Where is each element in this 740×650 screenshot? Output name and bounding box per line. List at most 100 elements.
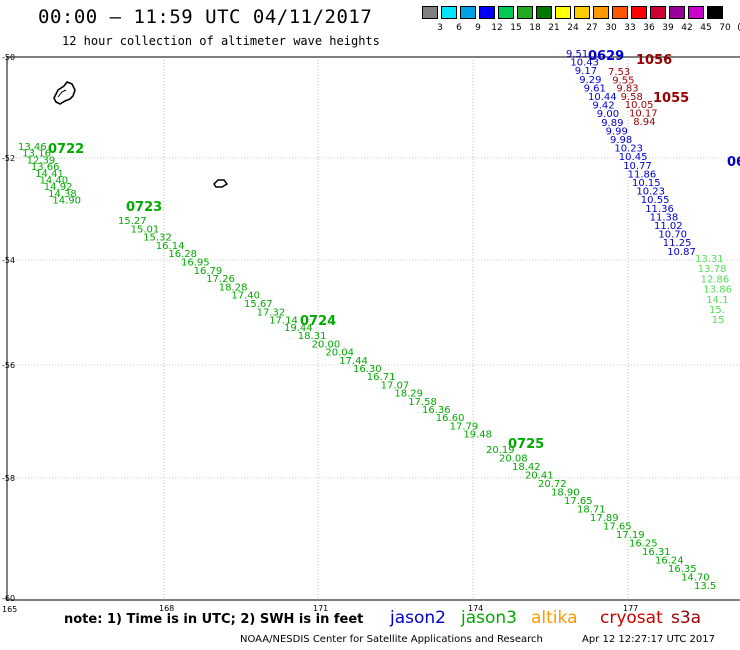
wave-height-value: 17.14 — [269, 316, 298, 327]
wave-height-value: 10.87 — [667, 247, 696, 258]
wave-height-value: 20.72 — [538, 479, 567, 490]
color-swatch — [498, 6, 514, 19]
wave-height-value: 17.07 — [381, 380, 410, 391]
wave-height-value: 13.5 — [694, 581, 716, 592]
color-swatch — [460, 6, 476, 19]
lon-tick-label: 165 — [2, 605, 17, 614]
wave-height-value: 13.46 — [18, 142, 47, 153]
wave-height-value: 10.15 — [632, 178, 661, 189]
wave-height-value: 10.77 — [623, 161, 652, 172]
island-auckland-icon — [53, 81, 76, 105]
wave-height-value: 17.65 — [564, 496, 593, 507]
wave-height-value: 17.65 — [603, 522, 632, 533]
color-scale-label: 3 — [437, 23, 443, 33]
color-scale-label: 30 — [605, 23, 617, 33]
wave-height-value: 17.79 — [450, 421, 479, 432]
wave-height-value: 9.89 — [601, 118, 623, 129]
wave-height-value: 13.16 — [22, 149, 51, 160]
wave-height-value: 12.86 — [701, 274, 730, 285]
track-time-label: 0629 — [588, 49, 624, 64]
lat-tick-label: -52 — [2, 154, 15, 163]
mission-altika: altika — [531, 608, 578, 628]
mission-cryosat: cryosat — [600, 608, 663, 628]
color-scale-label: 12 — [491, 23, 503, 33]
wave-height-value: 11.86 — [628, 169, 657, 180]
wave-height-value: 20.00 — [312, 339, 341, 350]
wave-height-value: 11.02 — [654, 221, 683, 232]
mission-jason3: jason3 — [461, 608, 517, 628]
wave-height-value: 16.36 — [422, 405, 451, 416]
color-swatch — [688, 6, 704, 19]
wave-height-value: 15.32 — [143, 233, 172, 244]
wave-height-value: 9.17 — [575, 66, 597, 77]
wave-height-value: 15.67 — [244, 299, 273, 310]
island-campbell-icon — [213, 179, 229, 188]
lon-tick-label: 174 — [468, 604, 483, 613]
color-scale-label: 6 — [456, 23, 462, 33]
wave-height-value: 16.14 — [156, 241, 185, 252]
color-scale-label: 70 — [719, 23, 731, 33]
wave-height-value: 11.36 — [645, 204, 674, 215]
color-swatch — [441, 6, 457, 19]
wave-height-value: 15.01 — [131, 224, 160, 235]
wave-height-value: 9.99 — [606, 126, 628, 137]
wave-height-value: 18.71 — [577, 505, 606, 516]
wave-height-value: 14.90 — [52, 196, 81, 207]
wave-height-value: 9.61 — [584, 83, 606, 94]
wave-height-value: 7.53 — [608, 67, 630, 78]
color-scale-label: 27 — [586, 23, 598, 33]
wave-height-value: 9.55 — [612, 75, 634, 86]
wave-height-value: 13.31 — [695, 254, 724, 265]
color-scale-label: 39 — [662, 23, 674, 33]
wave-height-value: 14.38 — [48, 189, 77, 200]
wave-height-value: 10.23 — [636, 187, 665, 198]
wave-height-value: 16.28 — [168, 249, 197, 260]
wave-height-value: 20.41 — [525, 471, 554, 482]
track-0725: 072520.1920.0818.4220.4120.7218.9017.651… — [486, 437, 716, 592]
wave-height-value: 18.31 — [298, 331, 327, 342]
wave-height-value: 9.51 — [566, 49, 588, 60]
wave-height-value: 14.92 — [44, 182, 73, 193]
track-0629: 06299.5110.439.179.299.6110.449.429.009.… — [566, 49, 696, 258]
wave-height-value: 16.25 — [629, 539, 658, 550]
wave-height-value: 10.05 — [625, 100, 654, 111]
wave-height-value: 16.71 — [367, 372, 396, 383]
axis-ticks: 165 168 171 174 177 -50 -52 -54 -56 -58 -60 — [2, 53, 638, 614]
track-time-label: 1056 — [636, 53, 672, 68]
wave-height-value: 15 — [712, 315, 725, 326]
color-swatch — [479, 6, 495, 19]
track-time-label: 0722 — [48, 142, 84, 157]
wave-height-value: 14.40 — [40, 176, 69, 187]
lat-tick-label: -50 — [2, 53, 15, 62]
track-time-label: 1055 — [653, 91, 689, 106]
wave-height-value: 15. — [709, 305, 725, 316]
color-swatch — [631, 6, 647, 19]
wave-height-value: 10.43 — [570, 58, 599, 69]
color-scale-label: 18 — [529, 23, 541, 33]
wave-height-value: 10.55 — [641, 195, 670, 206]
wave-height-value: 17.40 — [231, 291, 260, 302]
color-swatch — [707, 6, 723, 19]
wave-height-value: 9.00 — [597, 109, 619, 120]
page-subtitle: 12 hour collection of altimeter wave hei… — [62, 34, 380, 48]
lat-tick-label: -54 — [2, 256, 15, 265]
track-0724: 072419.4418.3120.0020.0417.4416.3016.711… — [284, 314, 492, 441]
credit-text: NOAA/NESDIS Center for Satellite Applica… — [240, 634, 543, 645]
color-scale-label: 36 — [643, 23, 655, 33]
wave-height-value: 20.19 — [486, 445, 515, 456]
color-swatch — [650, 6, 666, 19]
lon-tick-label: 168 — [159, 604, 174, 613]
wave-height-value: 16.31 — [642, 547, 671, 558]
wave-height-value: 13.78 — [698, 264, 727, 275]
track-time-label: 0724 — [300, 314, 336, 329]
color-swatch — [574, 6, 590, 19]
wave-height-value: 13.86 — [703, 285, 732, 296]
wave-height-value: 15.27 — [118, 216, 147, 227]
wave-height-value: 17.58 — [408, 397, 437, 408]
wave-height-value: 16.30 — [353, 364, 382, 375]
track-time-label: 0725 — [508, 437, 544, 452]
generated-timestamp: Apr 12 12:27:17 UTC 2017 — [582, 634, 715, 645]
